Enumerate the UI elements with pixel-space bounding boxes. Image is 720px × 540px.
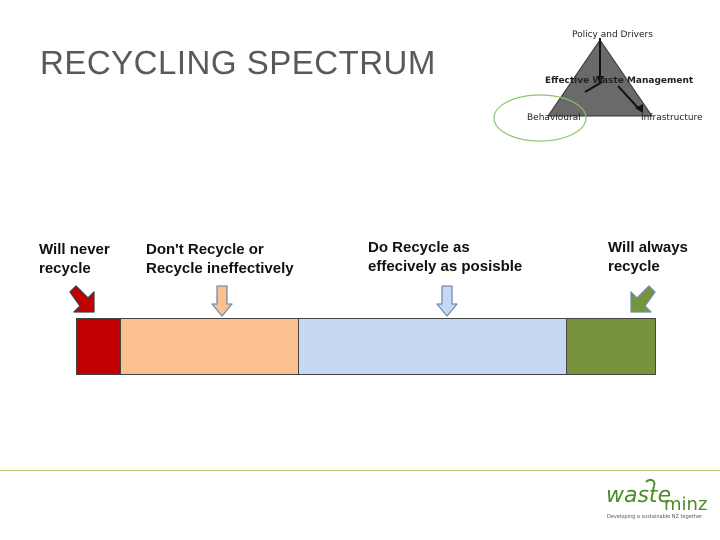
triangle-label-right: Infrastructure bbox=[641, 113, 703, 123]
segment-do-recycle bbox=[298, 318, 568, 375]
arrow-left bbox=[584, 81, 603, 93]
triangle-diagram bbox=[493, 38, 653, 142]
label-do-recycle: Do Recycle as effecively as posisble bbox=[368, 239, 523, 275]
arrow-right-head bbox=[635, 104, 643, 113]
segment-will-always bbox=[566, 318, 656, 375]
triangle-label-center: Effective Waste Management bbox=[545, 76, 694, 86]
label-dont-recycle: Don't Recycle or Recycle ineffectively bbox=[146, 241, 294, 277]
logo-tagline: Developing a sustainable NZ together bbox=[607, 514, 703, 520]
label-will-always-recycle: Will always recycle bbox=[608, 239, 688, 275]
triangle-label-left: Behavioural bbox=[527, 113, 581, 123]
segment-will-never bbox=[76, 318, 122, 375]
segment-dont-recycle bbox=[120, 318, 300, 375]
triangle-label-top: Policy and Drivers bbox=[572, 30, 653, 40]
arrow-red-icon bbox=[69, 285, 95, 313]
footer-divider bbox=[0, 470, 720, 471]
label-will-never-recycle: Will never recycle bbox=[39, 241, 110, 277]
wasteminz-logo: waste minz bbox=[606, 478, 707, 515]
arrow-right bbox=[617, 85, 641, 111]
behavioural-ellipse bbox=[493, 94, 587, 142]
arrow-top-head bbox=[596, 76, 604, 84]
svg-text:minz: minz bbox=[664, 494, 707, 515]
arrow-green-icon bbox=[630, 285, 656, 313]
arrow-blue-icon bbox=[436, 285, 458, 317]
svg-text:waste: waste bbox=[606, 483, 671, 508]
arrow-orange-icon bbox=[211, 285, 233, 317]
page-title: RECYCLING SPECTRUM bbox=[40, 44, 436, 81]
